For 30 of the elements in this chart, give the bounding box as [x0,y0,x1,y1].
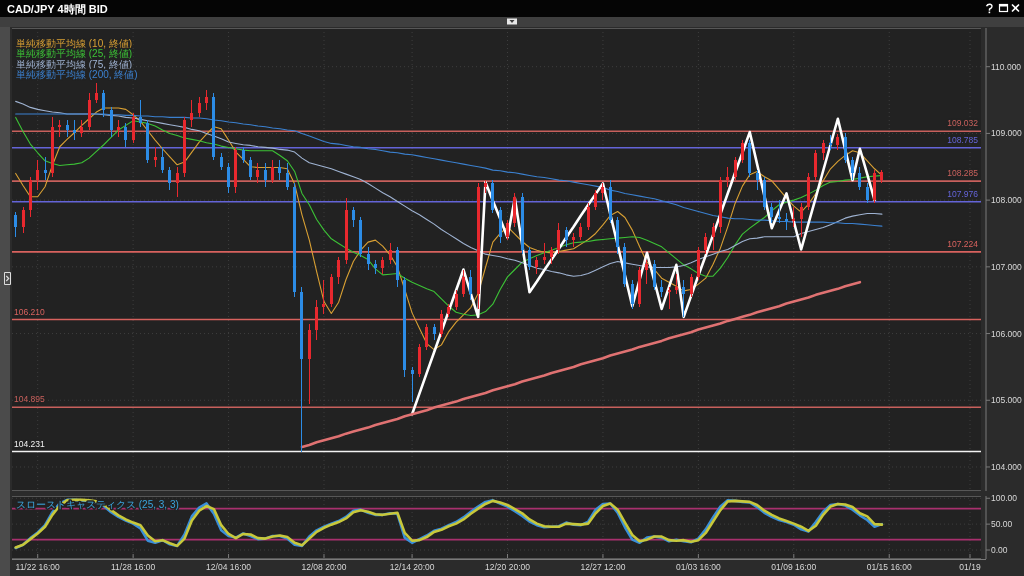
y-tick-label: 50.00 [991,519,1013,530]
y-tick-label: 0.00 [991,545,1008,555]
x-tick-label: 01/15 16:00 [866,562,912,572]
x-tick-label: 12/27 12:00 [580,562,626,572]
x-tick-label: 12/20 20:00 [485,562,531,572]
x-tick-label: 01/03 16:00 [675,562,722,572]
y-tick-label: 109.000 [991,128,1022,139]
ref-line-label: 108.785 [947,134,979,145]
ref-line-label: 108.285 [947,168,979,179]
y-tick-label: 106.000 [991,328,1022,339]
ref-line-label: 106.210 [14,306,45,317]
ref-line-label: 107.224 [947,238,979,249]
ref-line-label: 107.976 [947,188,979,199]
y-tick-label: 100.00 [991,493,1018,504]
x-tick-label: 12/04 16:00 [206,562,252,572]
x-tick-label: 11/22 16:00 [15,562,61,572]
ref-line-label: 104.895 [14,394,45,405]
x-tick-label: 12/14 20:00 [389,562,435,572]
y-tick-label: 110.000 [991,61,1022,72]
y-tick-label: 108.000 [991,195,1022,206]
x-tick-label: 01/09 16:00 [771,562,817,572]
y-tick-label: 104.000 [991,461,1022,472]
y-tick-label: 105.000 [991,395,1022,406]
ref-line-label: 109.032 [947,118,979,129]
x-tick-label: 11/28 16:00 [110,562,156,572]
x-tick-label: 12/08 20:00 [301,562,347,572]
ref-line-label: 104.231 [14,438,45,449]
y-tick-label: 107.000 [991,261,1022,272]
chart-title: CAD/JPY 4時間 BID [7,3,108,15]
x-tick-label: 01/19 [959,562,981,572]
